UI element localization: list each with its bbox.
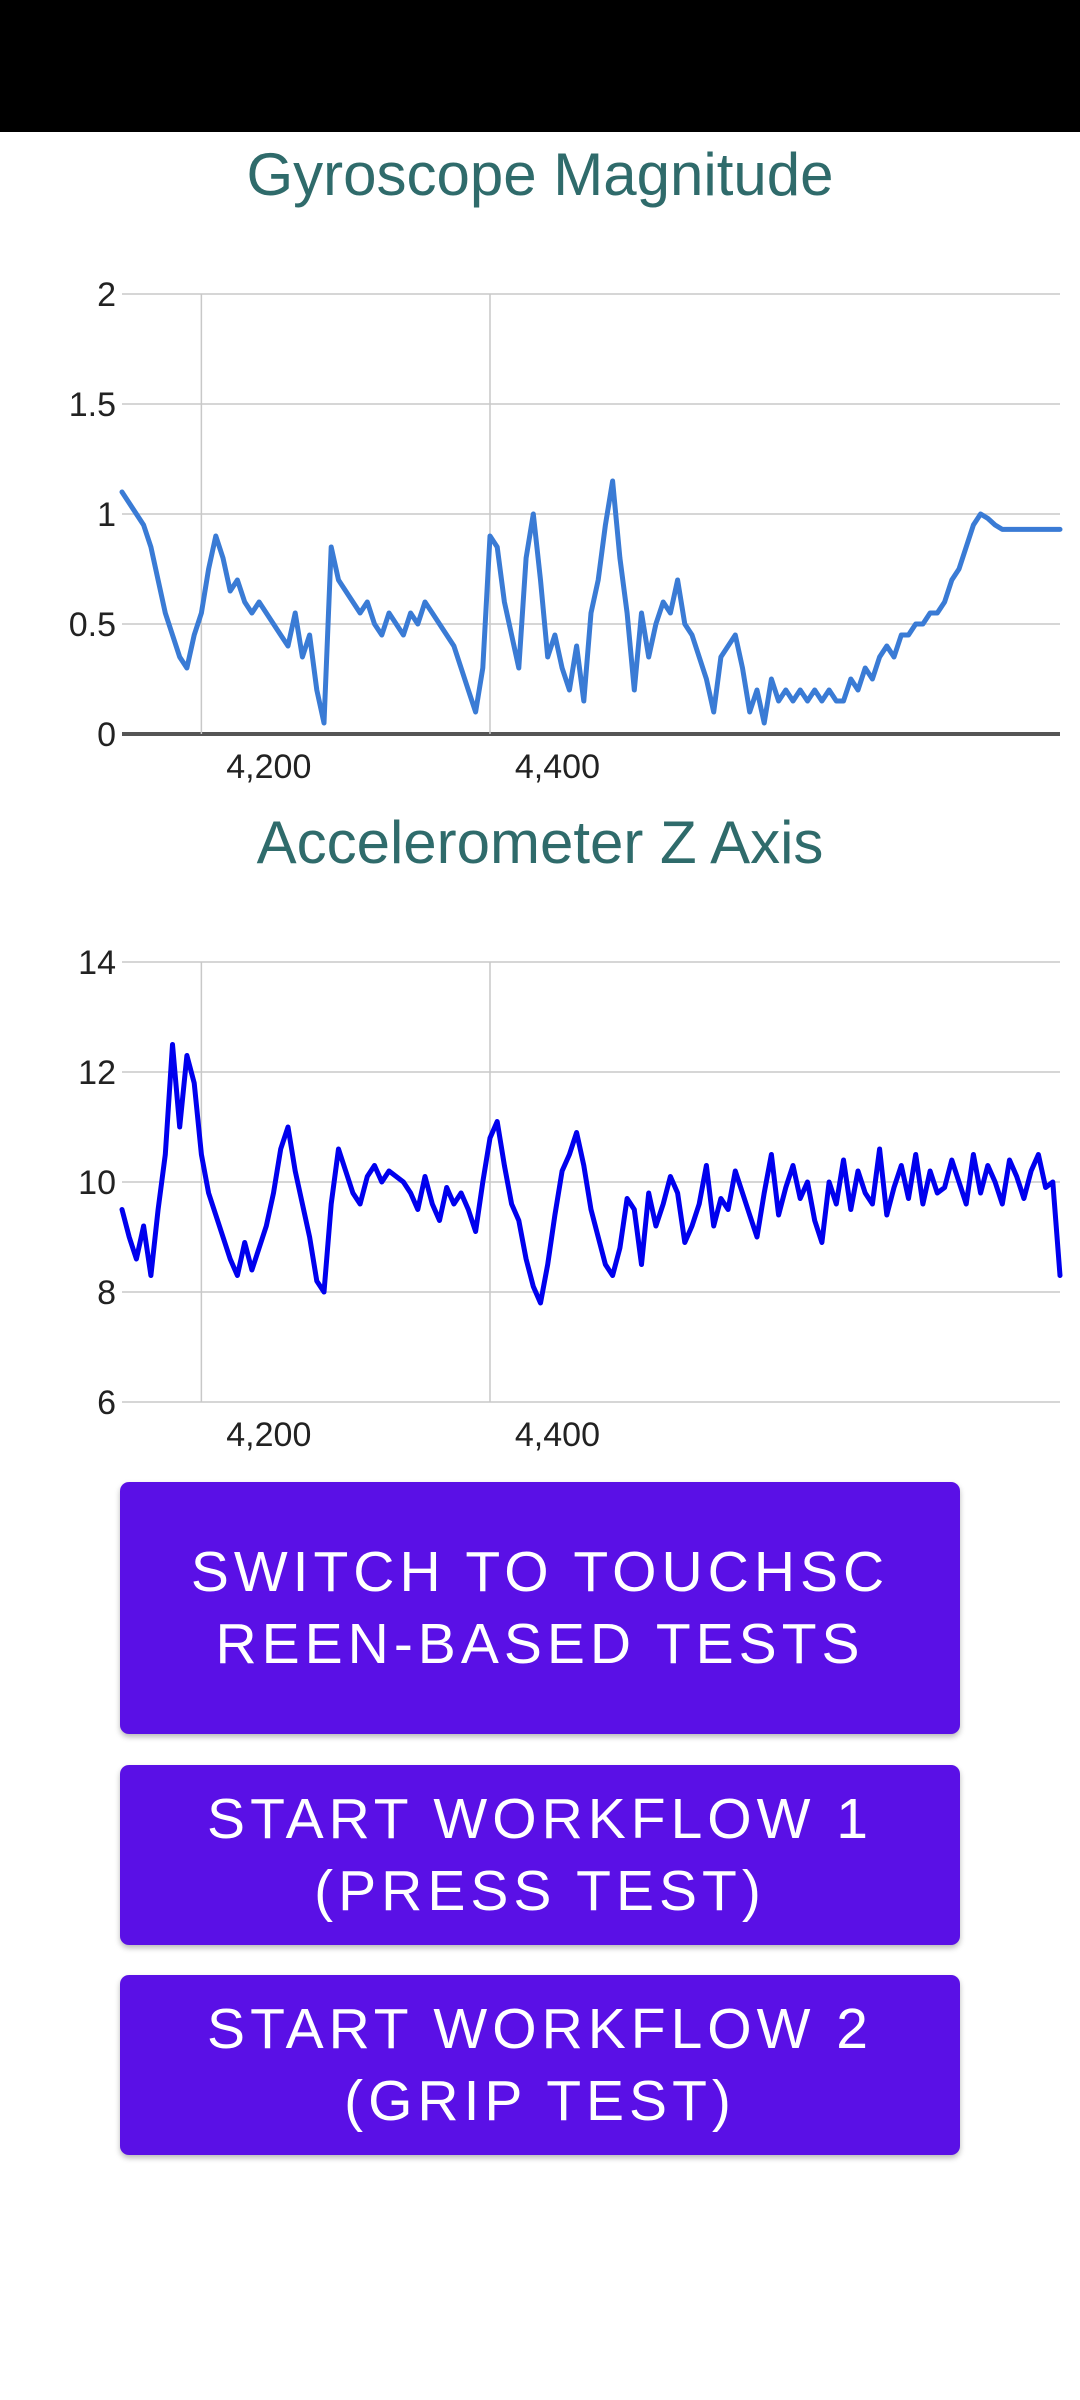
accelerometer-chart-title: Accelerometer Z Axis <box>256 809 824 876</box>
gyro-x-tick-label: 4,200 <box>226 748 311 786</box>
accel-x-tick-label: 4,400 <box>515 1416 600 1454</box>
gyro-y-tick-label: 1 <box>97 496 116 534</box>
gyro-y-tick-label: 2 <box>97 276 116 314</box>
accel-series-line <box>119 1042 1063 1306</box>
status-bar <box>0 0 1080 132</box>
gyro-series-line <box>119 478 1063 726</box>
accelerometer-chart: 6 8 10 12 14 4,200 4,400 <box>78 944 1063 1454</box>
accel-y-tick-label: 10 <box>78 1164 116 1202</box>
gyro-y-tick-label: 1.5 <box>69 386 116 424</box>
start-workflow-2-button[interactable]: START WORKFLOW 2 (GRIP TEST) <box>120 1975 960 2155</box>
accel-x-tick-label: 4,200 <box>226 1416 311 1454</box>
gyroscope-chart-title: Gyroscope Magnitude <box>246 141 834 208</box>
gyro-y-tick-label: 0 <box>97 716 116 754</box>
accel-y-tick-label: 14 <box>78 944 116 982</box>
accel-y-tick-label: 6 <box>97 1384 116 1422</box>
accel-y-tick-label: 12 <box>78 1054 116 1092</box>
gyro-x-tick-label: 4,400 <box>515 748 600 786</box>
start-workflow-1-button[interactable]: START WORKFLOW 1 (PRESS TEST) <box>120 1765 960 1945</box>
switch-to-touchscreen-tests-button[interactable]: SWITCH TO TOUCHSCREEN-BASED TESTS <box>120 1482 960 1734</box>
gyro-y-tick-label: 0.5 <box>69 606 116 644</box>
gyroscope-chart: 0 0.5 1 1.5 2 4,200 4,400 <box>69 276 1063 786</box>
accel-y-tick-label: 8 <box>97 1274 116 1312</box>
